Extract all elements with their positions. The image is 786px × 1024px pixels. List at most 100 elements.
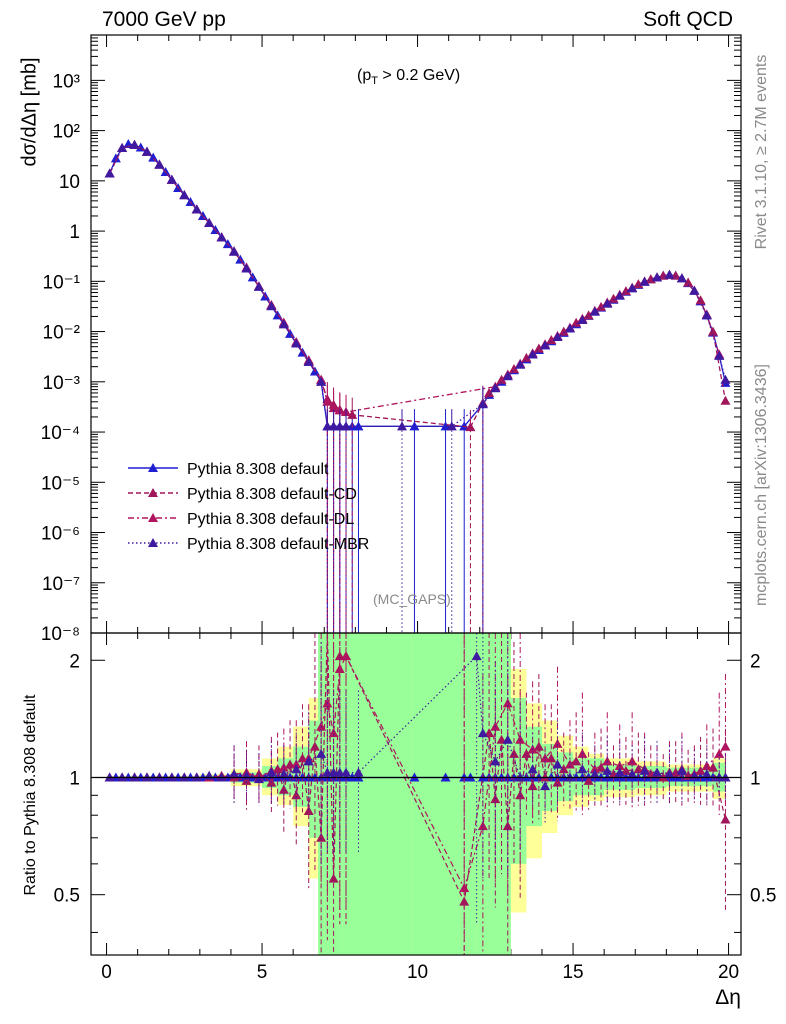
data-point	[515, 359, 526, 369]
legend-entry-dl: Pythia 8.308 default-DL	[128, 511, 354, 528]
data-point	[496, 374, 507, 384]
data-point	[253, 281, 264, 291]
ratio-data-point	[459, 896, 470, 906]
data-point	[552, 331, 563, 341]
band-green-segment	[411, 633, 446, 955]
data-point	[141, 146, 152, 156]
ratio-data-point	[627, 769, 638, 779]
ratio-data-point	[334, 663, 345, 673]
header-right-label: Soft QCD	[643, 8, 733, 31]
data-point	[397, 421, 408, 431]
ratio-y-tick-label: 0.5	[54, 886, 80, 907]
ratio-y-tick-label: 2	[69, 651, 80, 672]
data-point	[446, 421, 457, 431]
y-tick-label: 1	[69, 222, 80, 243]
ratio-data-point	[614, 767, 625, 777]
ratio-data-point	[589, 769, 600, 779]
data-point	[720, 374, 731, 384]
data-point	[316, 376, 327, 386]
ratio-data-point	[253, 774, 264, 784]
ratio-data-point	[652, 767, 663, 777]
ratio-data-point	[552, 759, 563, 769]
data-point	[154, 159, 165, 169]
legend-label: Pythia 8.308 default-DL	[187, 511, 354, 528]
data-point	[285, 328, 296, 338]
data-point	[502, 371, 513, 381]
data-point	[714, 350, 725, 360]
y-tick-label: 10	[59, 172, 80, 193]
x-tick-label: 20	[718, 962, 739, 983]
data-point	[204, 217, 215, 227]
data-point	[614, 290, 625, 300]
ratio-data-point	[477, 728, 488, 738]
data-point	[328, 403, 339, 413]
ratio-data-point	[241, 775, 252, 785]
ratio-data-point	[602, 765, 613, 775]
data-point	[490, 383, 501, 393]
ratio-data-point	[639, 765, 650, 775]
band-green-segment	[485, 633, 499, 955]
data-point	[266, 301, 277, 311]
cut-label: (pT > 0.2 GeV)	[357, 67, 460, 87]
ratio-data-point	[502, 698, 513, 708]
ratio-series-mbr	[104, 633, 731, 925]
ratio-data-point	[502, 734, 513, 744]
legend: Pythia 8.308 default Pythia 8.308 default…	[128, 461, 369, 553]
data-point	[540, 340, 551, 350]
ratio-data-point	[303, 756, 314, 766]
data-point	[148, 152, 159, 162]
ratio-y-tick-label: 1	[69, 768, 80, 789]
data-point	[664, 269, 675, 279]
legend-label: Pythia 8.308 default	[187, 461, 329, 478]
x-tick-label: 10	[407, 962, 428, 983]
data-point	[303, 356, 314, 366]
ratio-data-point	[515, 790, 526, 800]
data-point	[683, 277, 694, 287]
data-point	[322, 396, 333, 406]
data-point	[191, 204, 202, 214]
ratio-y-tick-label-right: 0.5	[750, 886, 776, 907]
data-point	[229, 246, 240, 256]
legend-marker	[148, 513, 158, 522]
y-tick-label: 10⁻⁶	[41, 524, 80, 545]
band-green-segment	[464, 633, 477, 955]
data-point	[701, 310, 712, 320]
data-point	[652, 272, 663, 282]
data-point	[527, 349, 538, 359]
legend-entry-mbr: Pythia 8.308 default-MBR	[128, 536, 369, 553]
band-green-segment	[342, 633, 359, 955]
ratio-data-point	[552, 738, 563, 748]
data-point	[216, 232, 227, 242]
y-tick-label: 10⁻⁷	[42, 574, 80, 595]
data-point	[341, 421, 352, 431]
ratio-data-point	[521, 748, 532, 758]
data-point	[117, 143, 128, 153]
data-point	[695, 295, 706, 305]
band-green-segment	[445, 633, 465, 955]
legend-marker	[148, 488, 158, 497]
ratio-data-point	[266, 767, 277, 777]
series-line	[109, 144, 720, 413]
data-point	[602, 298, 613, 308]
y-tick-label: 10⁻³	[43, 373, 81, 394]
main-plot-series	[104, 139, 731, 633]
ratio-data-point	[620, 765, 631, 775]
data-point	[521, 352, 532, 362]
cut-suffix: > 0.2 GeV)	[377, 67, 461, 84]
ratio-data-point	[533, 741, 544, 751]
data-point	[179, 190, 190, 200]
band-green-segment	[358, 633, 412, 955]
y-tick-label: 10⁻¹	[43, 272, 81, 293]
y-tick-label: 10²	[53, 122, 80, 143]
band-green-segment	[330, 633, 343, 955]
legend-marker	[148, 538, 158, 547]
main-y-axis-title: dσ/dΔη [mb]	[18, 57, 41, 167]
ratio-data-point	[328, 728, 339, 738]
data-point	[477, 399, 488, 409]
cut-prefix: (p	[357, 67, 372, 84]
data-point	[129, 139, 140, 149]
ratio-y-axis-title: Ratio to Pythia 8.308 default	[22, 694, 39, 896]
ratio-data-point	[558, 764, 569, 774]
ratio-data-point	[341, 767, 352, 777]
